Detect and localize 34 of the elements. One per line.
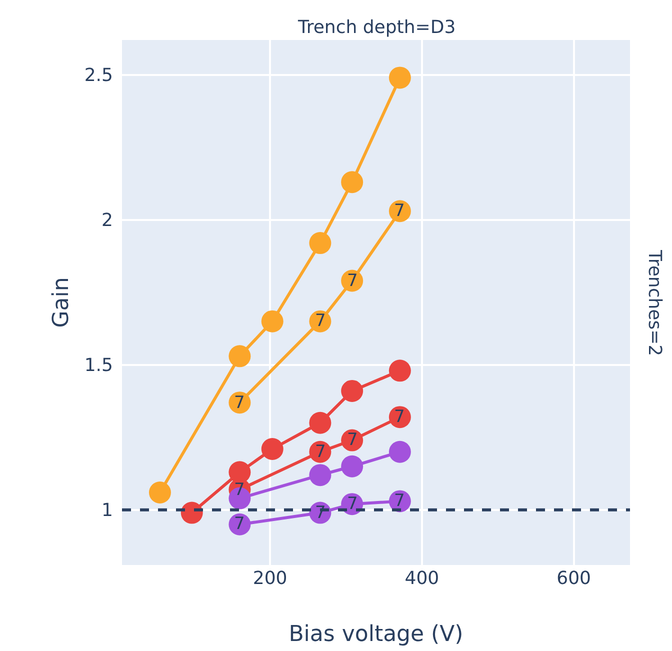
- point: [341, 380, 364, 402]
- x-tick-label: 600: [556, 568, 591, 589]
- point: [388, 66, 411, 89]
- point: [341, 171, 364, 194]
- point: [148, 481, 171, 504]
- y-tick-label: 1: [102, 500, 113, 522]
- annotation: 7: [315, 442, 326, 462]
- y-tick-label: 2.5: [84, 65, 113, 86]
- annotation: 7: [394, 201, 405, 221]
- annotation: 7: [234, 393, 245, 413]
- y-tick-label: 1.5: [84, 355, 113, 376]
- text: Trench depth=D3: [297, 17, 456, 38]
- point: [341, 455, 364, 478]
- annotation: 7: [394, 491, 405, 511]
- point: [309, 464, 332, 486]
- point: [261, 438, 284, 460]
- y-tick-label: 2: [102, 210, 113, 232]
- annotation: 7: [347, 430, 358, 450]
- x-tick-label: 400: [404, 568, 440, 589]
- point: [309, 232, 332, 254]
- annotation: 7: [394, 407, 405, 427]
- annotation: 7: [347, 494, 358, 514]
- x-tick-label: 200: [252, 568, 288, 589]
- point: [261, 310, 284, 332]
- point: [388, 360, 411, 382]
- annotation: 7: [234, 514, 245, 534]
- y-axis-title: Gain: [49, 277, 74, 328]
- x-axis-title: Bias voltage (V): [288, 622, 464, 647]
- annotation: 7: [347, 271, 358, 291]
- point: [309, 412, 332, 434]
- annotation: 7: [315, 311, 326, 331]
- text: Trenches=2: [644, 249, 665, 356]
- point: [228, 345, 251, 368]
- point: [388, 440, 411, 463]
